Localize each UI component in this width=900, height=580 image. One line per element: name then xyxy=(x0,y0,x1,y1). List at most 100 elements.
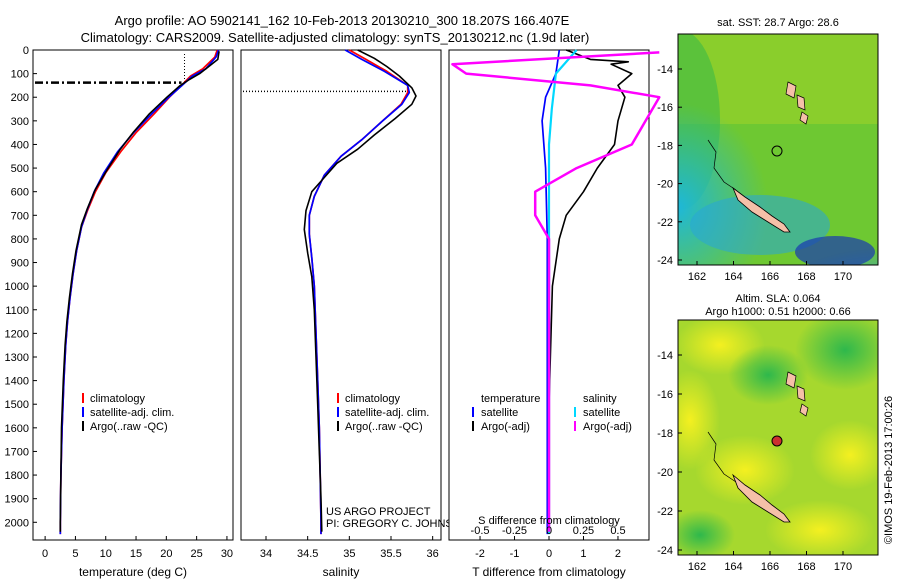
project-label: US ARGO PROJECT xyxy=(326,506,431,518)
y-tick-label: 1300 xyxy=(5,352,29,364)
legend-t-satellite-swatch xyxy=(472,407,474,417)
lat-tick-label: -22 xyxy=(657,217,673,229)
x-tick-label: 35 xyxy=(343,548,355,560)
header-line1: Argo profile: AO 5902141_162 10-Feb-2013… xyxy=(115,13,570,28)
legend-s-satellite-swatch xyxy=(574,407,576,417)
temperature-x-label: temperature (deg C) xyxy=(79,565,187,579)
x-tick-label: 36 xyxy=(427,548,439,560)
lon-tick-label: 170 xyxy=(834,271,852,283)
y-tick-label: 700 xyxy=(11,210,29,222)
x-tick-label: 34.5 xyxy=(297,548,318,560)
legend-argo-label: Argo(..raw -QC) xyxy=(345,421,423,433)
salinity-panel: 34 34.5 35 35.5 36 salinity climatology sate… xyxy=(240,49,469,579)
top-x-tick-label: -0.5 xyxy=(471,525,490,537)
difference-legend: temperature satellite Argo(-adj) salinit… xyxy=(472,393,632,433)
lon-tick-label: 166 xyxy=(761,271,779,283)
island xyxy=(796,94,806,111)
sst-map-land xyxy=(707,81,809,233)
x-tick-label: -1 xyxy=(510,548,520,560)
y-tick-label: 1700 xyxy=(5,446,29,458)
sla-map-title2: Argo h1000: 0.51 h2000: 0.66 xyxy=(705,306,851,318)
lat-tick-label: -14 xyxy=(657,350,673,362)
legend-satellite-label: satellite-adj. clim. xyxy=(90,407,174,419)
salinity-legend: climatology satellite-adj. clim. Argo(..… xyxy=(337,393,429,433)
legend-climatology-swatch xyxy=(82,393,84,403)
lat-tick-label: -20 xyxy=(657,179,673,191)
x-tick-label: 35.5 xyxy=(380,548,401,560)
legend-argo-swatch xyxy=(337,421,339,431)
y-tick-label: 800 xyxy=(11,234,29,246)
lat-tick-label: -16 xyxy=(657,102,673,114)
legend-t-satellite-label: satellite xyxy=(481,407,518,419)
difference-x-label: T difference from climatology xyxy=(472,565,626,579)
x-tick-label: 5 xyxy=(72,548,78,560)
legend-salinity-header: salinity xyxy=(583,393,617,405)
difference-top-x-ticks: -0.5 -0.25 0 0.25 0.5 xyxy=(471,525,626,537)
top-x-tick-label: 0 xyxy=(546,525,552,537)
series-line-t-argo-adj- xyxy=(548,49,633,532)
temperature-y-ticks: 0 100 200 300 400 500 600 700 800 900 1000 1100 1200… xyxy=(5,45,37,529)
x-tick-label: 10 xyxy=(100,548,112,560)
y-tick-label: 100 xyxy=(11,69,29,81)
legend-satellite-label: satellite-adj. clim. xyxy=(345,407,429,419)
header-line2: Climatology: CARS2009. Satellite-adjuste… xyxy=(81,30,590,45)
sst-map-lat-ticks: -14 -16 -18 -20 -22 -24 xyxy=(657,64,682,267)
series-line-argo-raw-qc- xyxy=(59,51,220,532)
x-tick-label: 25 xyxy=(191,548,203,560)
y-tick-label: 1500 xyxy=(5,399,29,411)
sst-map-lon-ticks: 162 164 166 168 170 xyxy=(688,261,852,283)
temperature-x-ticks: 0 5 10 15 20 25 30 xyxy=(42,536,233,560)
new-caledonia-island xyxy=(732,473,791,523)
lon-tick-label: 168 xyxy=(797,271,815,283)
island xyxy=(785,371,797,389)
temperature-panel: 0 5 10 15 20 25 30 0 100 200 300 400 500 600 700 800 90… xyxy=(5,45,234,579)
island xyxy=(799,111,809,125)
salinity-x-ticks: 34 34.5 35 35.5 36 xyxy=(260,536,439,560)
sst-map-title: sat. SST: 28.7 Argo: 28.6 xyxy=(717,17,839,29)
y-tick-label: 1600 xyxy=(5,423,29,435)
sla-map-lon-ticks: 162 164 166 168 170 xyxy=(688,551,852,573)
difference-x-ticks: -2 -1 0 1 2 xyxy=(475,536,621,560)
legend-satellite-swatch xyxy=(82,407,84,417)
y-tick-label: 1900 xyxy=(5,494,29,506)
x-tick-label: 2 xyxy=(615,548,621,560)
legend-s-argo-swatch xyxy=(574,421,576,431)
legend-climatology-label: climatology xyxy=(345,393,401,405)
lon-tick-label: 166 xyxy=(761,561,779,573)
sst-map-field xyxy=(678,34,878,265)
sla-map-field xyxy=(678,320,878,555)
y-tick-label: 600 xyxy=(11,187,29,199)
imos-timestamp: ©IMOS 19-Feb-2013 17:00:26 xyxy=(883,396,895,544)
x-tick-label: 0 xyxy=(546,548,552,560)
y-tick-label: 2000 xyxy=(5,517,29,529)
reef-contour xyxy=(707,431,737,483)
legend-t-argo-label: Argo(-adj) xyxy=(481,421,530,433)
legend-climatology-label: climatology xyxy=(90,393,146,405)
legend-t-argo-swatch xyxy=(472,421,474,431)
y-tick-label: 400 xyxy=(11,139,29,151)
difference-panel: -2 -1 0 1 2 -0.5 -0.25 0 0.25 0.5 S difference f… xyxy=(448,49,661,579)
x-tick-label: 30 xyxy=(221,548,233,560)
top-x-tick-label: 0.5 xyxy=(610,525,625,537)
difference-top-x-label: S difference from climatology xyxy=(478,515,620,527)
lat-tick-label: -18 xyxy=(657,428,673,440)
sla-map-land xyxy=(707,371,809,523)
argo-location-marker xyxy=(771,145,783,157)
sst-map: sat. SST: 28.7 Argo: 28.6 -14 -16 -18 -20 -2… xyxy=(657,17,879,283)
y-tick-label: 1100 xyxy=(5,305,29,317)
legend-climatology-swatch xyxy=(337,393,339,403)
y-tick-label: 1000 xyxy=(5,281,29,293)
lat-tick-label: -16 xyxy=(657,389,673,401)
y-tick-label: 0 xyxy=(23,45,29,57)
salinity-x-label: salinity xyxy=(323,565,360,579)
island xyxy=(799,403,809,417)
x-tick-label: 0 xyxy=(42,548,48,560)
argo-location-marker xyxy=(771,435,783,447)
island xyxy=(796,385,806,402)
salinity-plot-area xyxy=(243,49,417,535)
lat-tick-label: -18 xyxy=(657,140,673,152)
lon-tick-label: 162 xyxy=(688,271,706,283)
x-tick-label: -2 xyxy=(475,548,485,560)
x-tick-label: 15 xyxy=(130,548,142,560)
legend-temperature-header: temperature xyxy=(481,393,540,405)
